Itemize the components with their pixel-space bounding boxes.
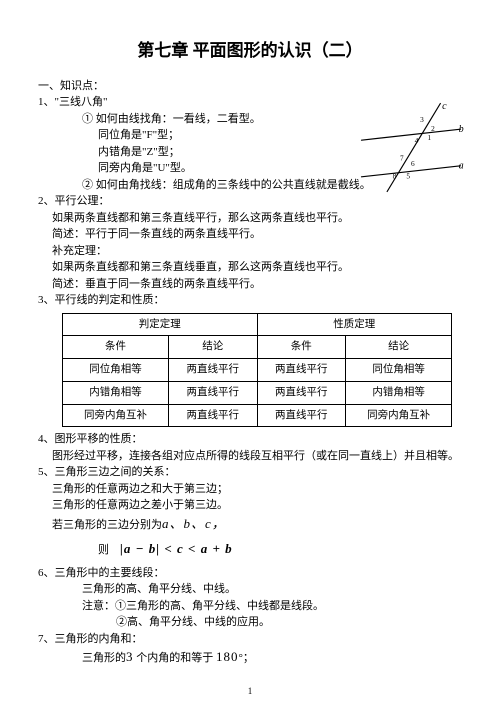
table-row: 同旁内角互补 两直线平行 两直线平行 同旁内角互补 [63, 404, 452, 427]
th-cond-2: 条件 [257, 336, 346, 359]
item-6-l3: ②高、角平分线、中线的应用。 [116, 614, 462, 631]
item-5-l3: 若三角形的三边分别为a、b、c， [52, 514, 462, 534]
th-property: 性质定理 [257, 313, 452, 336]
angle-3: 3 [420, 115, 424, 124]
angle-1: 1 [428, 133, 432, 142]
theorem-table: 判定定理 性质定理 条件 结论 条件 结论 同位角相等 两直线平行 两直线平行 … [62, 313, 452, 428]
angle-2: 2 [431, 124, 435, 133]
item-7-l1: 三角形的3 个内角的和等于 180°； [82, 647, 462, 667]
item-4-l1: 图形经过平移，连接各组对应点所得的线段互相平行（或在同一直线上）并且相等。 [52, 448, 462, 465]
item-2-l5: 简述：垂直于同一条直线的两条直线平行。 [52, 276, 462, 293]
item-6-l1: 三角形的高、角平分线、中线。 [82, 581, 462, 598]
table-row: 同位角相等 两直线平行 两直线平行 同位角相等 [63, 359, 452, 382]
th-conc-2: 结论 [346, 336, 452, 359]
angle-7: 7 [400, 153, 404, 162]
vars-abc: a、b、c， [162, 516, 226, 531]
th-cond-1: 条件 [63, 336, 169, 359]
angle-4: 4 [415, 136, 419, 145]
angle-8: 8 [393, 172, 397, 181]
label-c: c [442, 101, 447, 112]
item-6-l2: 注意：①三角形的高、角平分线、中线都是线段。 [82, 598, 462, 615]
triangle-inequality-formula: |a − b| < c < a + b [120, 541, 233, 556]
parallel-lines-diagram: b a c 3 2 4 1 7 6 8 5 [356, 100, 466, 195]
page-number: 1 [0, 685, 500, 699]
item-5-l1: 三角形的任意两边之和大于第三边； [52, 481, 462, 498]
angle-6: 6 [411, 159, 415, 168]
angle-5: 5 [406, 172, 410, 181]
item-3: 3、平行线的判定和性质： [38, 292, 462, 309]
item-5-formula: 则 |a − b| < c < a + b [98, 539, 462, 559]
item-5: 5、三角形三边之间的关系： [38, 464, 462, 481]
chapter-title: 第七章 平面图形的认识（二） [38, 38, 462, 64]
label-a: a [459, 161, 464, 172]
th-conc-1: 结论 [168, 336, 257, 359]
item-2-l1: 如果两条直线都和第三条直线平行，那么这两条直线也平行。 [52, 210, 462, 227]
item-2-l4: 如果两条直线都和第三条直线垂直，那么这两条直线也平行。 [52, 259, 462, 276]
label-b: b [459, 124, 464, 135]
item-2-l3: 补充定理： [52, 243, 462, 260]
item-2: 2、平行公理： [38, 193, 462, 210]
item-6: 6、三角形中的主要线段： [38, 565, 462, 582]
item-4: 4、图形平移的性质： [38, 431, 462, 448]
item-5-l2: 三角形的任意两边之差小于第三边。 [52, 497, 462, 514]
section-heading: 一、知识点： [38, 78, 462, 95]
table-row: 内错角相等 两直线平行 两直线平行 内错角相等 [63, 381, 452, 404]
th-judgment: 判定定理 [63, 313, 258, 336]
item-2-l2: 简述：平行于同一条直线的两条直线平行。 [52, 226, 462, 243]
item-7: 7、三角形的内角和： [38, 631, 462, 648]
